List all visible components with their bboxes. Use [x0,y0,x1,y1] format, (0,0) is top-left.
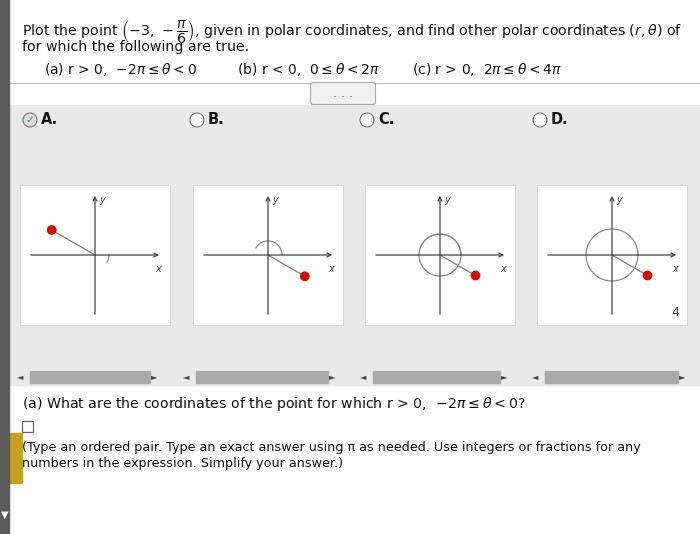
Bar [545,371,678,383]
Text: x: x [155,264,161,274]
Text: ◄: ◄ [183,373,189,381]
Circle shape [360,113,374,127]
Text: . . .: . . . [333,87,353,100]
Text: B.: B. [208,113,225,128]
Text: C.: C. [378,113,394,128]
Text: y: y [444,195,449,205]
Text: ▼: ▼ [1,510,8,520]
Circle shape [23,113,37,127]
Bar [373,371,500,383]
Text: 4: 4 [671,307,679,319]
Bar [0,0,9,534]
Circle shape [48,226,56,234]
Text: ◄: ◄ [532,373,538,381]
Bar [537,185,687,325]
Text: ◄: ◄ [360,373,366,381]
Text: ►: ► [679,373,685,381]
Text: ►: ► [150,373,158,381]
Circle shape [300,272,309,280]
Bar [30,371,150,383]
Text: y: y [99,195,105,205]
Text: (a) What are the coordinates of the point for which r > 0,  $-2\pi\leq\theta<0$?: (a) What are the coordinates of the poin… [22,395,526,413]
Bar [20,185,170,325]
Circle shape [533,113,547,127]
Text: y: y [616,195,622,205]
Text: x: x [328,264,334,274]
Bar [193,185,343,325]
Text: ✓: ✓ [26,115,34,125]
Text: x: x [500,264,506,274]
Text: (b) r < 0,  $0\leq\theta<2\pi$: (b) r < 0, $0\leq\theta<2\pi$ [237,61,380,78]
Text: ►: ► [329,373,335,381]
Circle shape [643,271,652,280]
Circle shape [190,113,204,127]
Text: x: x [672,264,678,274]
Text: (a) r > 0,  $-2\pi\leq\theta<0$: (a) r > 0, $-2\pi\leq\theta<0$ [44,61,197,78]
Text: D.: D. [551,113,568,128]
Text: for which the following are true.: for which the following are true. [22,40,249,54]
Bar [365,185,515,325]
FancyBboxPatch shape [311,82,375,105]
Bar [9,105,700,385]
Text: Plot the point $\left(-3,\,-\dfrac{\pi}{6}\right)$, given in polar coordinates, : Plot the point $\left(-3,\,-\dfrac{\pi}{… [22,18,682,45]
Text: ◄: ◄ [17,373,23,381]
Text: y: y [272,195,278,205]
Text: ►: ► [500,373,508,381]
Bar [9,433,22,483]
Bar [196,371,328,383]
Text: (Type an ordered pair. Type an exact answer using π as needed. Use integers or f: (Type an ordered pair. Type an exact ans… [22,441,640,454]
Text: (c) r > 0,  $2\pi\leq\theta<4\pi$: (c) r > 0, $2\pi\leq\theta<4\pi$ [412,61,562,78]
Circle shape [471,271,480,280]
Bar [22,421,33,432]
Text: A.: A. [41,113,58,128]
Text: numbers in the expression. Simplify your answer.): numbers in the expression. Simplify your… [22,457,343,470]
